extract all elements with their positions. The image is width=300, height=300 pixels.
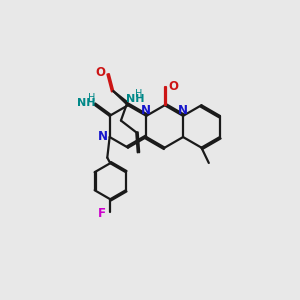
Text: NH: NH <box>126 94 145 104</box>
Text: H: H <box>88 93 96 103</box>
Text: H: H <box>135 89 142 99</box>
Text: N: N <box>141 104 152 117</box>
Text: F: F <box>98 207 105 220</box>
Text: O: O <box>95 66 105 80</box>
Text: N: N <box>98 130 108 143</box>
Text: NH: NH <box>77 98 95 108</box>
Text: N: N <box>178 104 188 117</box>
Text: O: O <box>169 80 178 93</box>
